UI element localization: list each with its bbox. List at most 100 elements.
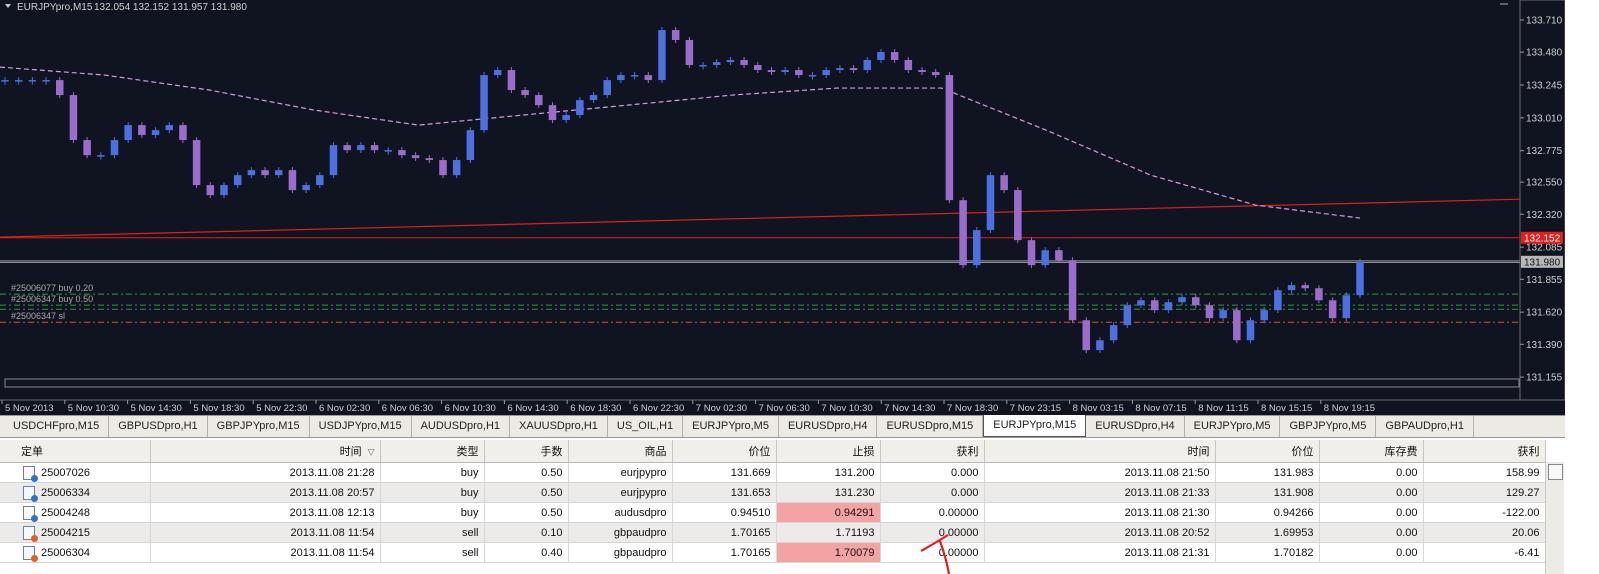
candle bbox=[1014, 190, 1022, 241]
chart-tab[interactable]: AUDUSDpro,H1 bbox=[412, 416, 511, 437]
order-row[interactable]: 25004248 2013.11.08 12:13 buy 0.50 audusdpro… bbox=[0, 502, 1546, 523]
candle bbox=[507, 70, 516, 91]
candle bbox=[931, 71, 940, 76]
order-row[interactable]: 25006304 2013.11.08 11:54 sell 0.40 gbpaudpr… bbox=[0, 542, 1546, 563]
candle bbox=[316, 175, 324, 186]
candle bbox=[1260, 310, 1268, 321]
candle bbox=[918, 70, 926, 72]
candle bbox=[726, 59, 735, 63]
candle bbox=[124, 125, 132, 141]
cell-text: 0.00000 bbox=[938, 526, 979, 539]
y-tick-label: 131.855 bbox=[1526, 275, 1563, 286]
ask-label: 132.152 bbox=[1524, 233, 1561, 244]
candle bbox=[836, 68, 844, 71]
column-header[interactable]: 库存费 bbox=[1319, 440, 1424, 463]
candle bbox=[343, 145, 351, 151]
cell-text: 131.983 bbox=[1273, 466, 1314, 479]
column-title: 商品 bbox=[644, 446, 667, 458]
candle bbox=[28, 80, 37, 82]
cell: 0.000 bbox=[880, 462, 985, 483]
candle bbox=[671, 30, 680, 40]
cell-text: 2013.11.08 20:57 bbox=[289, 486, 375, 499]
chart-tab[interactable]: GBPJPYpro,M5 bbox=[1280, 416, 1377, 437]
cell: 2013.11.08 21:31 bbox=[984, 542, 1216, 563]
candle bbox=[302, 185, 310, 191]
chart-tab[interactable]: USDJPYpro,M15 bbox=[310, 416, 412, 437]
table-header: 定单 时间 ▽ 类型 手数 商品 价位 止损 获利 时间 价位 库存费 获利 bbox=[0, 440, 1546, 463]
column-header[interactable]: 价位 bbox=[1215, 440, 1320, 463]
candle bbox=[712, 62, 721, 65]
scrollbar[interactable] bbox=[1545, 462, 1564, 574]
column-header[interactable]: 止损 bbox=[776, 440, 881, 463]
column-header[interactable]: 类型 bbox=[380, 440, 485, 463]
candle bbox=[1150, 300, 1159, 311]
chart-tab[interactable]: GBPJPYpro,M15 bbox=[208, 416, 310, 437]
chart-tab[interactable]: EURJPYpro,M5 bbox=[683, 416, 779, 437]
chart-tab[interactable]: US_OIL,H1 bbox=[608, 416, 684, 437]
candle bbox=[1315, 288, 1323, 301]
x-tick-label: 6 Nov 22:30 bbox=[633, 403, 684, 414]
candle bbox=[617, 75, 625, 81]
candle bbox=[1233, 310, 1241, 341]
candle bbox=[1219, 310, 1227, 319]
y-tick-label: 131.620 bbox=[1526, 308, 1563, 319]
candle bbox=[1191, 297, 1200, 306]
chart-tab[interactable]: GBPAUDpro,H1 bbox=[1376, 416, 1474, 437]
candle bbox=[247, 170, 256, 176]
chart-tab[interactable]: XAUUSDpro,H1 bbox=[510, 416, 608, 437]
order-row[interactable]: 25007026 2013.11.08 21:28 buy 0.50 eurjpypro… bbox=[0, 462, 1546, 483]
chart-tabs: USDCHFpro,M15 GBPUSDpro,H1 GBPJPYpro,M15 US… bbox=[0, 415, 1565, 438]
column-header[interactable]: 手数 bbox=[484, 440, 569, 463]
cell-text: sell bbox=[461, 526, 479, 539]
cell: 25006304 bbox=[0, 542, 151, 563]
cell: 0.00000 bbox=[880, 542, 985, 563]
candle bbox=[1342, 295, 1351, 319]
candle bbox=[493, 70, 502, 76]
cell: 25004248 bbox=[0, 502, 151, 523]
cell: 1.69953 bbox=[1215, 522, 1320, 543]
column-header[interactable]: 获利 bbox=[880, 440, 985, 463]
candle bbox=[1041, 250, 1049, 266]
candle bbox=[411, 155, 420, 159]
candle bbox=[1109, 325, 1118, 341]
candle bbox=[1274, 290, 1282, 311]
column-header[interactable]: 商品 bbox=[568, 440, 673, 463]
cell-text: 0.50 bbox=[541, 486, 563, 499]
cell: eurjpypro bbox=[568, 482, 673, 503]
cell-text: 131.653 bbox=[730, 486, 771, 499]
chart-tab[interactable]: USDCHFpro,M15 bbox=[4, 416, 110, 437]
menu-arrow bbox=[5, 4, 11, 8]
order-row[interactable]: 25006334 2013.11.08 20:57 buy 0.50 eurjpypro… bbox=[0, 482, 1546, 503]
column-header[interactable]: 定单 bbox=[0, 440, 151, 463]
column-header[interactable]: 时间 bbox=[984, 440, 1216, 463]
candle bbox=[644, 75, 653, 81]
candle bbox=[973, 230, 981, 266]
chart-tab[interactable]: EURUSDpro,H4 bbox=[1086, 416, 1185, 437]
column-header[interactable]: 获利 bbox=[1423, 440, 1546, 463]
scroll-thumb[interactable] bbox=[1548, 464, 1563, 480]
cell-text: gbpaudpro bbox=[613, 546, 667, 559]
column-header[interactable]: 价位 bbox=[672, 440, 777, 463]
column-header[interactable]: 时间 ▽ bbox=[150, 440, 381, 463]
chart-tab[interactable]: EURUSDpro,M15 bbox=[877, 416, 984, 437]
cell-text: 0.94291 bbox=[834, 506, 875, 519]
column-title: 价位 bbox=[748, 446, 771, 458]
x-tick-label: 7 Nov 14:30 bbox=[884, 403, 935, 414]
cell: -122.00 bbox=[1423, 502, 1546, 523]
y-tick-label: 131.390 bbox=[1526, 340, 1563, 351]
cell: 2013.11.08 21:33 bbox=[984, 482, 1216, 503]
candle bbox=[42, 80, 50, 82]
chart-tab[interactable]: EURUSDpro,H4 bbox=[779, 416, 878, 437]
cell-text: 1.69953 bbox=[1273, 526, 1314, 539]
chart-tab[interactable]: GBPUSDpro,H1 bbox=[109, 416, 208, 437]
chart-tab[interactable]: EURJPYpro,M15 bbox=[983, 415, 1087, 437]
order-row[interactable]: 25004215 2013.11.08 11:54 sell 0.10 gbpaudpr… bbox=[0, 522, 1546, 543]
candle bbox=[179, 125, 187, 141]
cell-text: 1.70165 bbox=[730, 546, 771, 559]
x-tick-label: 6 Nov 18:30 bbox=[570, 403, 621, 414]
candle bbox=[1027, 240, 1036, 266]
chart-tab[interactable]: EURJPYpro,M5 bbox=[1185, 416, 1281, 437]
cell-text: 0.00 bbox=[1396, 506, 1418, 519]
cell: 25004215 bbox=[0, 522, 151, 543]
cell: 1.71193 bbox=[776, 522, 881, 543]
